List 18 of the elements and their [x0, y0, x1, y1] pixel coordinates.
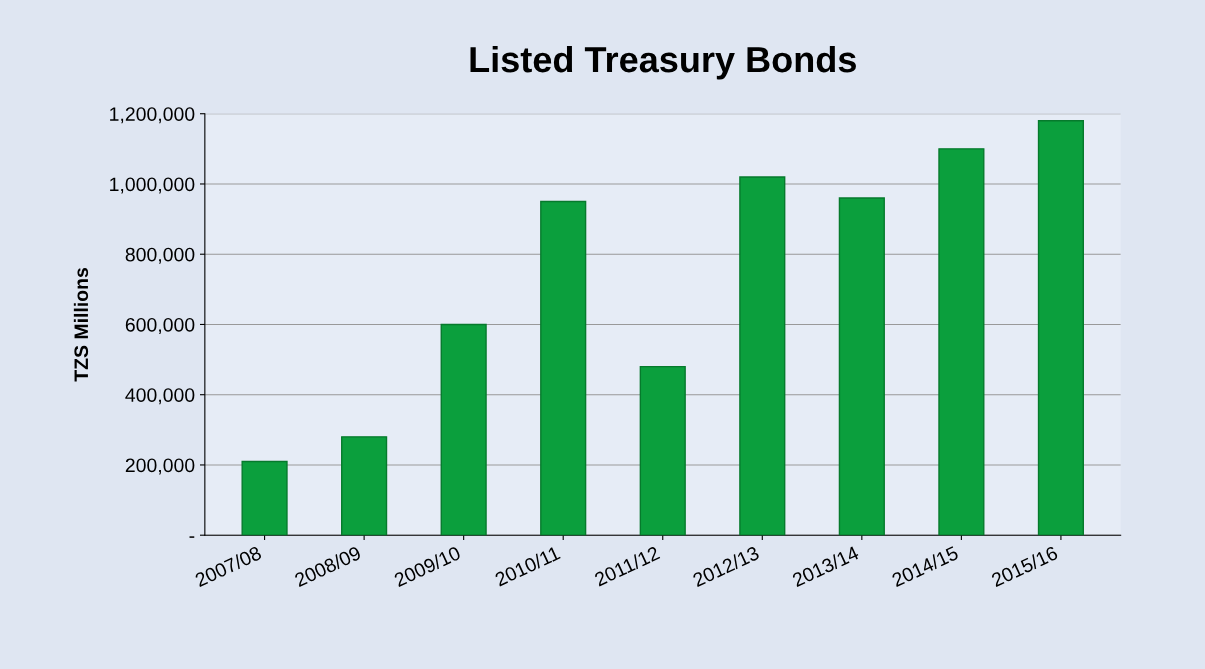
- bar: [440, 323, 487, 536]
- bar: [341, 436, 388, 536]
- bar: [639, 365, 686, 536]
- bar: [838, 197, 885, 536]
- y-tick-label: 200,000: [125, 458, 195, 475]
- chart-title: Listed Treasury Bonds: [470, 45, 856, 80]
- bar: [540, 200, 587, 536]
- y-tick-label: 400,000: [125, 388, 195, 405]
- y-axis-title: TZS Millions: [73, 268, 89, 382]
- bar: [1037, 120, 1085, 536]
- y-tick-label: -: [189, 536, 195, 538]
- y-tick-label: 1,200,000: [110, 107, 195, 124]
- bar: [739, 176, 786, 536]
- bar: [938, 148, 985, 536]
- y-tick-label: 1,000,000: [110, 177, 195, 194]
- bar: [241, 460, 288, 536]
- y-tick-label: 600,000: [125, 317, 195, 334]
- y-tick-label: 800,000: [125, 247, 195, 264]
